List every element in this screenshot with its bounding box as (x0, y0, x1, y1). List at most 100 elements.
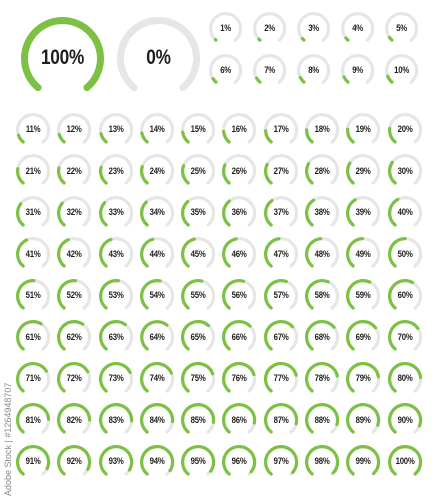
grid-gauge-91: 91% (15, 444, 51, 480)
grid-gauge-48-label: 48% (314, 248, 330, 260)
grid-gauge-30-label: 30% (397, 165, 413, 177)
grid-gauge-57: 57% (263, 278, 299, 314)
small-gauge-3: 3% (296, 11, 331, 46)
grid-gauge-22-fill (57, 166, 66, 185)
grid-gauge-75: 75% (180, 361, 216, 397)
grid-gauge-32-fill (57, 201, 66, 227)
grid-gauge-26-ring (222, 154, 257, 185)
grid-gauge-86-label: 86% (232, 414, 247, 426)
grid-gauge-78: 78% (304, 361, 340, 397)
grid-gauge-19-ring (346, 112, 381, 144)
grid-gauge-25-label: 25% (190, 165, 206, 177)
grid-gauge-13-ring (98, 112, 133, 144)
grid-gauge-33-ring (98, 195, 133, 227)
grid-gauge-80: 80% (387, 361, 423, 397)
grid-gauge-72: 72% (56, 361, 92, 397)
grid-gauge-28-label: 28% (314, 165, 330, 177)
grid-gauge-69-ring (346, 320, 381, 351)
grid-gauge-71-ring (15, 361, 51, 393)
grid-gauge-95-label: 95% (190, 456, 206, 468)
grid-gauge-56-label: 56% (232, 290, 247, 302)
grid-gauge-100-ring (387, 444, 422, 476)
small-gauge-5-fill (388, 36, 394, 43)
grid-gauge-72-ring (57, 361, 92, 393)
small-gauge-4-ring (341, 12, 375, 43)
grid-gauge-64-label: 64% (149, 331, 165, 343)
grid-gauge-78-label: 78% (314, 373, 330, 385)
grid-gauge-64: 64% (139, 319, 175, 355)
grid-gauge-94: 94% (139, 444, 175, 480)
grid-gauge-21-fill (15, 167, 25, 185)
grid-gauge-68-label: 68% (314, 331, 330, 343)
grid-gauge-65-fill (181, 320, 211, 351)
grid-gauge-66: 66% (221, 319, 257, 355)
grid-gauge-71: 71% (15, 361, 51, 397)
grid-gauge-40-fill (387, 197, 400, 227)
grid-gauge-49-ring (346, 237, 381, 268)
grid-gauge-78-ring (305, 361, 340, 393)
grid-gauge-99-label: 99% (355, 456, 371, 468)
small-gauge-6-label: 6% (220, 65, 232, 77)
grid-gauge-38-label: 38% (314, 207, 330, 219)
grid-gauge-74-fill (139, 361, 173, 393)
grid-gauge-21-label: 21% (25, 165, 41, 177)
grid-gauge-51: 51% (15, 278, 51, 314)
grid-gauge-27: 27% (263, 153, 299, 189)
grid-gauge-23-label: 23% (108, 165, 124, 177)
small-gauge-2-label: 2% (264, 23, 276, 35)
small-gauge-1-label: 1% (220, 23, 232, 35)
grid-gauge-12-fill (57, 132, 66, 144)
small-gauge-5-label: 5% (396, 23, 408, 35)
grid-gauge-43-label: 43% (108, 248, 124, 260)
grid-gauge-88: 88% (304, 402, 340, 438)
grid-gauge-63-fill (98, 320, 127, 351)
grid-gauge-68: 68% (304, 319, 340, 355)
grid-gauge-94-label: 94% (149, 456, 165, 468)
grid-gauge-77: 77% (263, 361, 299, 397)
grid-gauge-26: 26% (221, 153, 257, 189)
grid-gauge-53-label: 53% (108, 290, 124, 302)
grid-gauge-52-ring (57, 278, 92, 310)
grid-gauge-47-label: 47% (273, 248, 289, 260)
grid-gauge-51-fill (15, 278, 36, 310)
grid-gauge-42-label: 42% (66, 248, 82, 260)
large-gauge-0-track (116, 16, 200, 91)
grid-gauge-18-ring (304, 112, 340, 144)
grid-gauge-19: 19% (345, 112, 381, 148)
grid-gauge-61-fill (15, 320, 43, 351)
grid-gauge-40-label: 40% (397, 207, 413, 219)
grid-gauge-50-ring (387, 237, 422, 268)
grid-gauge-49-label: 49% (355, 248, 371, 260)
grid-gauge-30: 30% (387, 153, 423, 189)
grid-gauge-43-fill (98, 238, 112, 268)
grid-gauge-25-ring (181, 154, 216, 185)
grid-gauge-96: 96% (221, 444, 257, 480)
grid-gauge-27-label: 27% (273, 165, 289, 177)
grid-gauge-50-label: 50% (397, 248, 413, 260)
grid-gauge-14: 14% (139, 112, 175, 148)
grid-gauge-70-label: 70% (397, 331, 413, 343)
grid-gauge-84-fill (139, 403, 174, 434)
grid-gauge-32: 32% (56, 195, 92, 231)
grid-gauge-38-ring (305, 195, 340, 227)
grid-gauge-56: 56% (221, 278, 257, 314)
grid-gauge-97: 97% (263, 444, 299, 480)
grid-gauge-35-label: 35% (190, 207, 206, 219)
grid-gauge-75-ring (181, 361, 216, 393)
grid-gauge-61-label: 61% (25, 331, 41, 343)
grid-gauge-37-label: 37% (273, 207, 289, 219)
grid-gauge-35-fill (181, 199, 190, 227)
grid-gauge-100-fill (387, 444, 422, 476)
grid-gauge-33: 33% (98, 195, 134, 231)
grid-gauge-11-ring (15, 112, 51, 144)
grid-gauge-98-label: 98% (314, 456, 330, 468)
grid-gauge-45-label: 45% (190, 248, 206, 260)
grid-gauge-52-label: 52% (66, 290, 82, 302)
grid-gauge-97-label: 97% (273, 456, 289, 468)
grid-gauge-93: 93% (98, 444, 134, 480)
grid-gauge-97-fill (263, 444, 298, 476)
grid-gauge-11-track (15, 112, 51, 144)
grid-gauge-48: 48% (304, 236, 340, 272)
grid-gauge-79-label: 79% (355, 373, 371, 385)
grid-gauge-15-label: 15% (190, 124, 206, 136)
